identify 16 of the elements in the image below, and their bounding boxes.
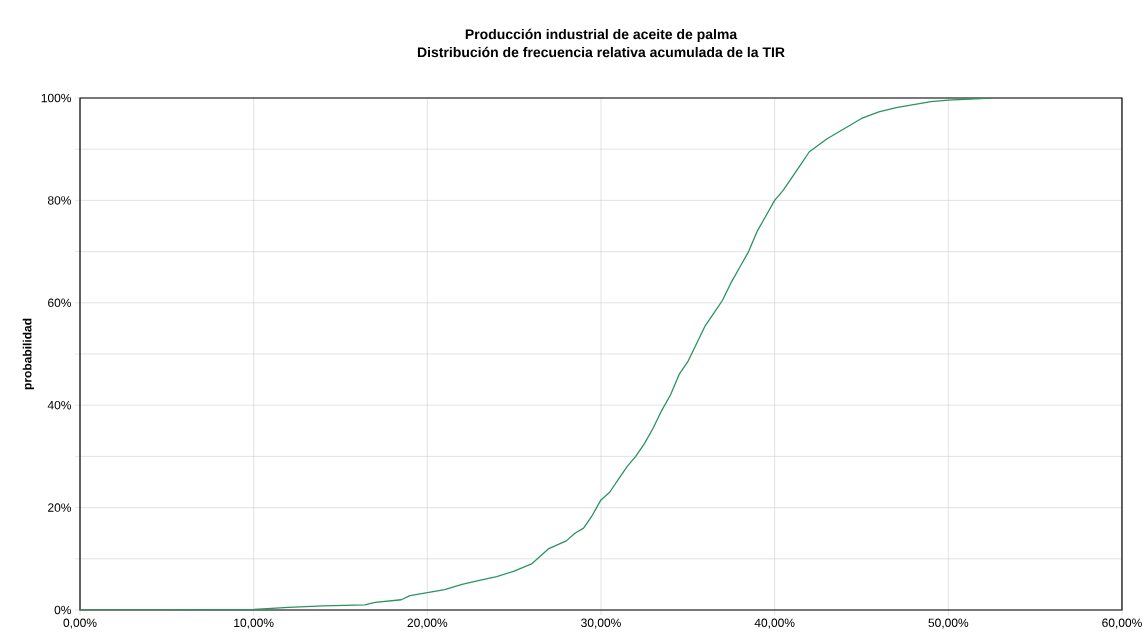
- x-tick-label: 10,00%: [234, 618, 274, 629]
- x-tick-label: 60,00%: [1102, 618, 1142, 629]
- y-tick-label: 20%: [48, 503, 72, 512]
- chart-title: Producción industrial de aceite de palma: [465, 28, 738, 42]
- y-tick-label: 60%: [48, 298, 72, 308]
- chart-subtitle: Distribución de frecuencia relativa acumulada de la TIR: [417, 46, 785, 58]
- x-tick-label: 20,00%: [407, 618, 448, 629]
- y-tick-label: 40%: [47, 400, 72, 410]
- y-axis-title: probabilidad: [22, 318, 34, 390]
- x-tick-label: 50,00%: [928, 618, 969, 629]
- y-tick-label: 80%: [47, 196, 72, 205]
- x-tick-label: 40,00%: [754, 618, 795, 629]
- x-tick-label: 30,00%: [581, 618, 621, 629]
- y-tick-label: 0%: [54, 605, 72, 615]
- y-tick-label: 100%: [41, 93, 72, 103]
- x-tick-label: 0,00%: [63, 618, 97, 629]
